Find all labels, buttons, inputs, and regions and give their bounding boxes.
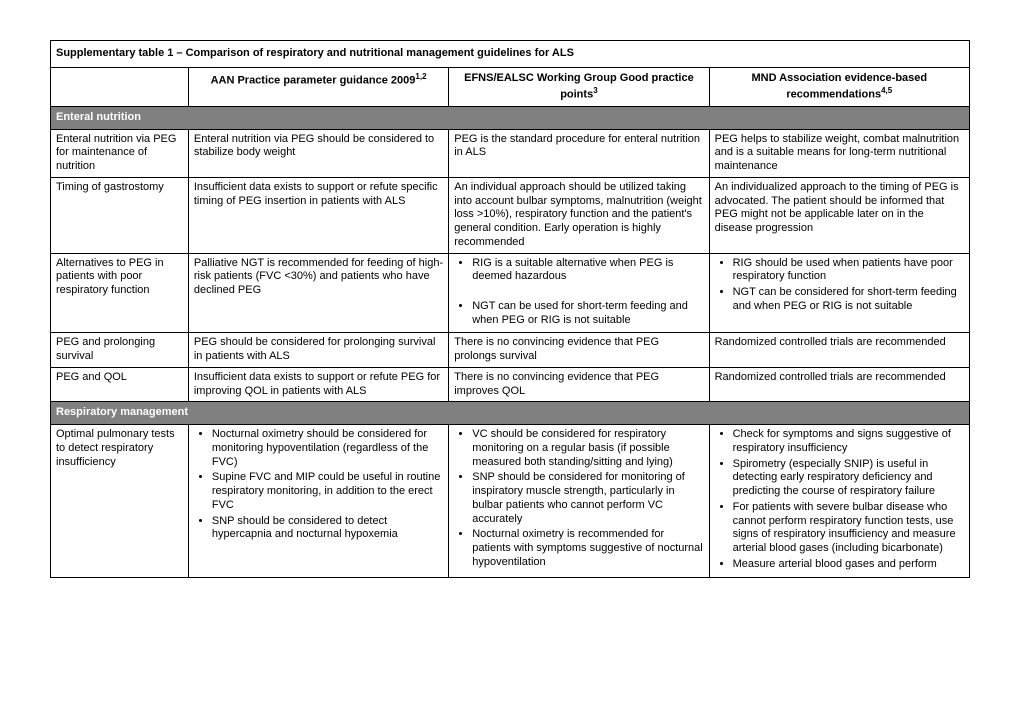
title-row: Supplementary table 1 – Comparison of re…	[51, 41, 970, 68]
bullet-item: Supine FVC and MIP could be useful in ro…	[212, 471, 443, 512]
topic-cell: Timing of gastrostomy	[51, 177, 189, 253]
header-aan: AAN Practice parameter guidance 20091,2	[188, 67, 448, 106]
bullet-item: Measure arterial blood gases and perform	[733, 558, 964, 572]
table-row: PEG and prolonging survival PEG should b…	[51, 333, 970, 368]
mnd-cell: Randomized controlled trials are recomme…	[709, 367, 969, 402]
bullet-item: Nocturnal oximetry is recommended for pa…	[472, 528, 703, 569]
section-enteral: Enteral nutrition	[51, 106, 970, 129]
topic-cell: PEG and QOL	[51, 367, 189, 402]
efns-cell: RIG is a suitable alternative when PEG i…	[449, 253, 709, 333]
aan-cell: PEG should be considered for prolonging …	[188, 333, 448, 368]
bullet-item: RIG is a suitable alternative when PEG i…	[472, 257, 703, 285]
topic-cell: Optimal pulmonary tests to detect respir…	[51, 425, 189, 578]
table-row: Alternatives to PEG in patients with poo…	[51, 253, 970, 333]
efns-cell: There is no convincing evidence that PEG…	[449, 333, 709, 368]
bullet-item: For patients with severe bulbar disease …	[733, 501, 964, 556]
bullet-item: NGT can be used for short-term feeding a…	[472, 300, 703, 328]
efns-cell: An individual approach should be utilize…	[449, 177, 709, 253]
table-row: Optimal pulmonary tests to detect respir…	[51, 425, 970, 578]
bullet-item: NGT can be considered for short-term fee…	[733, 286, 964, 314]
section-header-respiratory: Respiratory management	[51, 402, 970, 425]
mnd-cell: Check for symptoms and signs suggestive …	[709, 425, 969, 578]
section-header-enteral: Enteral nutrition	[51, 106, 970, 129]
aan-cell: Enteral nutrition via PEG should be cons…	[188, 129, 448, 177]
bullet-item: Nocturnal oximetry should be considered …	[212, 428, 443, 469]
efns-cell: PEG is the standard procedure for entera…	[449, 129, 709, 177]
table-row: Enteral nutrition via PEG for maintenanc…	[51, 129, 970, 177]
aan-cell: Nocturnal oximetry should be considered …	[188, 425, 448, 578]
mnd-cell: RIG should be used when patients have po…	[709, 253, 969, 333]
bullet-item: Check for symptoms and signs suggestive …	[733, 428, 964, 456]
efns-cell: VC should be considered for respiratory …	[449, 425, 709, 578]
aan-cell: Palliative NGT is recommended for feedin…	[188, 253, 448, 333]
aan-cell: Insufficient data exists to support or r…	[188, 177, 448, 253]
aan-cell: Insufficient data exists to support or r…	[188, 367, 448, 402]
header-mnd: MND Association evidence-based recommend…	[709, 67, 969, 106]
mnd-cell: An individualized approach to the timing…	[709, 177, 969, 253]
mnd-cell: Randomized controlled trials are recomme…	[709, 333, 969, 368]
header-efns: EFNS/EALSC Working Group Good practice p…	[449, 67, 709, 106]
table-title: Supplementary table 1 – Comparison of re…	[51, 41, 970, 68]
topic-cell: Alternatives to PEG in patients with poo…	[51, 253, 189, 333]
header-blank	[51, 67, 189, 106]
table-row: PEG and QOL Insufficient data exists to …	[51, 367, 970, 402]
bullet-item: RIG should be used when patients have po…	[733, 257, 964, 285]
guidelines-table: Supplementary table 1 – Comparison of re…	[50, 40, 970, 578]
bullet-item: SNP should be considered for monitoring …	[472, 471, 703, 526]
bullet-item: VC should be considered for respiratory …	[472, 428, 703, 469]
section-respiratory: Respiratory management	[51, 402, 970, 425]
header-row: AAN Practice parameter guidance 20091,2 …	[51, 67, 970, 106]
topic-cell: Enteral nutrition via PEG for maintenanc…	[51, 129, 189, 177]
bullet-item: SNP should be considered to detect hyper…	[212, 515, 443, 543]
efns-cell: There is no convincing evidence that PEG…	[449, 367, 709, 402]
bullet-item: Spirometry (especially SNIP) is useful i…	[733, 458, 964, 499]
topic-cell: PEG and prolonging survival	[51, 333, 189, 368]
table-row: Timing of gastrostomy Insufficient data …	[51, 177, 970, 253]
mnd-cell: PEG helps to stabilize weight, combat ma…	[709, 129, 969, 177]
